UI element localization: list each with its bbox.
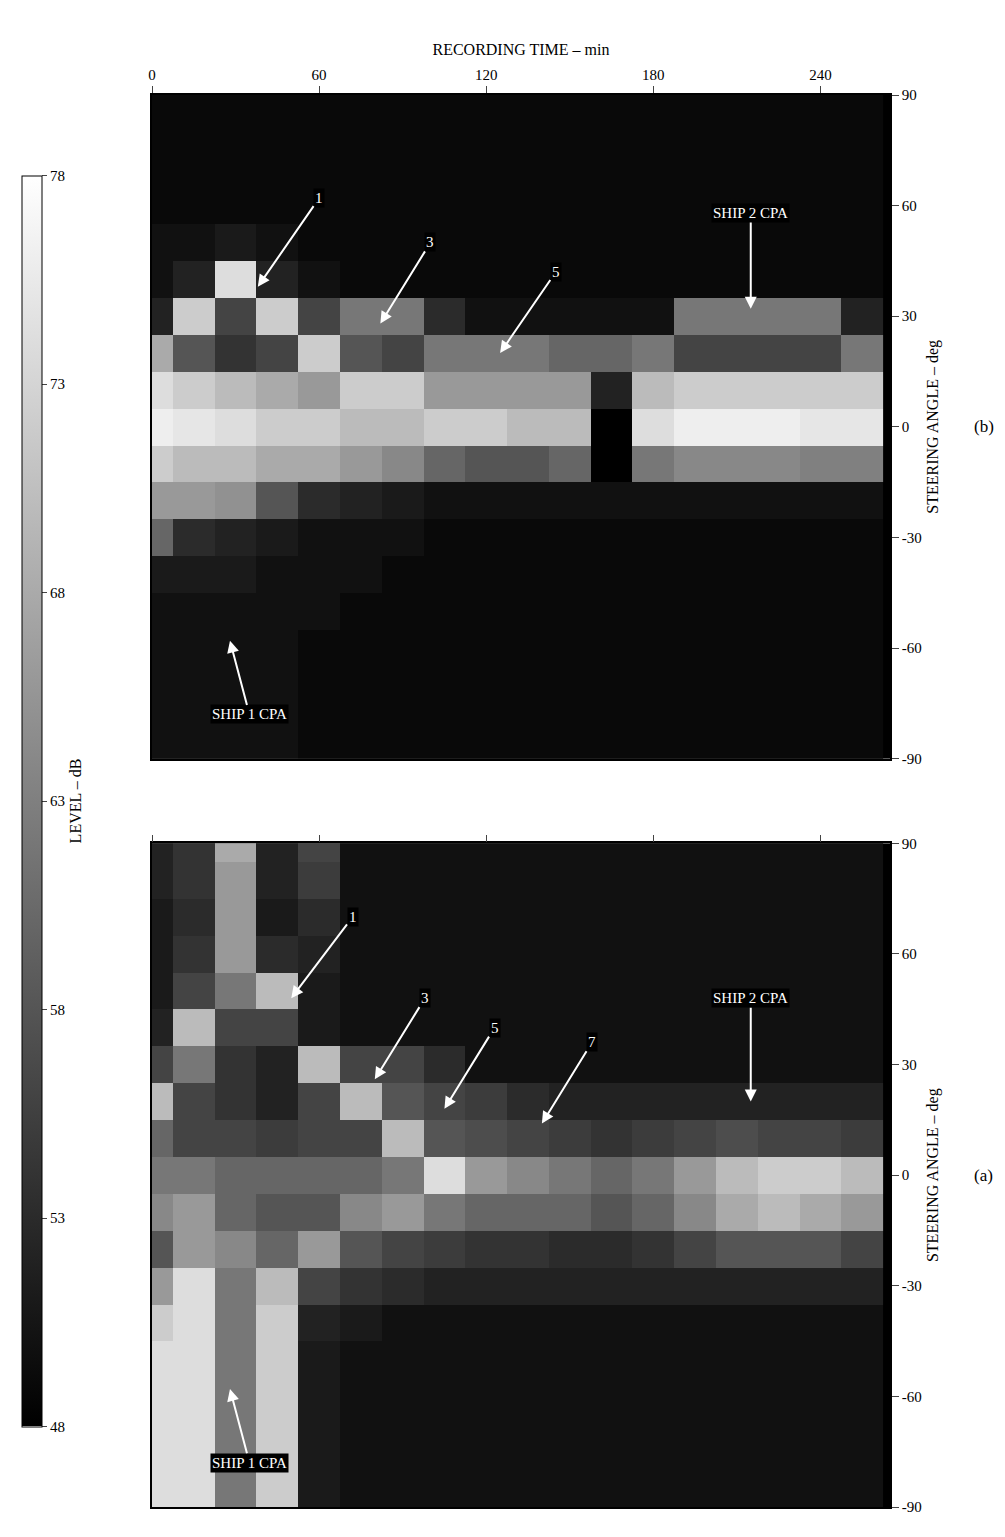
svg-text:7: 7 bbox=[588, 1034, 596, 1050]
svg-text:60: 60 bbox=[312, 67, 327, 83]
svg-text:STEERING ANGLE – deg: STEERING ANGLE – deg bbox=[924, 340, 942, 514]
svg-text:(b): (b) bbox=[974, 417, 994, 436]
svg-text:RECORDING TIME – min: RECORDING TIME – min bbox=[432, 41, 609, 58]
svg-text:SHIP 2 CPA: SHIP 2 CPA bbox=[713, 990, 788, 1006]
svg-text:73: 73 bbox=[50, 376, 65, 392]
svg-text:1: 1 bbox=[315, 190, 323, 206]
svg-text:(a): (a) bbox=[974, 1166, 993, 1185]
svg-text:0: 0 bbox=[902, 419, 910, 435]
svg-text:STEERING ANGLE – deg: STEERING ANGLE – deg bbox=[924, 1088, 942, 1262]
svg-text:48: 48 bbox=[50, 1419, 65, 1435]
svg-text:30: 30 bbox=[902, 308, 917, 324]
svg-text:120: 120 bbox=[475, 67, 498, 83]
svg-text:-60: -60 bbox=[902, 1389, 922, 1405]
svg-text:30: 30 bbox=[902, 1057, 917, 1073]
svg-text:63: 63 bbox=[50, 793, 65, 809]
svg-text:90: 90 bbox=[902, 87, 917, 103]
svg-text:5: 5 bbox=[552, 264, 560, 280]
svg-text:SHIP 2 CPA: SHIP 2 CPA bbox=[713, 205, 788, 221]
svg-text:LEVEL – dB: LEVEL – dB bbox=[67, 759, 84, 844]
svg-text:SHIP 1 CPA: SHIP 1 CPA bbox=[212, 706, 287, 722]
svg-text:3: 3 bbox=[421, 990, 429, 1006]
svg-text:180: 180 bbox=[642, 67, 665, 83]
svg-text:-30: -30 bbox=[902, 530, 922, 546]
svg-text:53: 53 bbox=[50, 1210, 65, 1226]
svg-text:78: 78 bbox=[50, 168, 65, 184]
svg-text:-90: -90 bbox=[902, 751, 922, 767]
svg-text:60: 60 bbox=[902, 198, 917, 214]
svg-text:-60: -60 bbox=[902, 640, 922, 656]
svg-text:1: 1 bbox=[349, 909, 357, 925]
svg-text:0: 0 bbox=[902, 1167, 910, 1183]
svg-text:SHIP 1 CPA: SHIP 1 CPA bbox=[212, 1455, 287, 1471]
svg-text:0: 0 bbox=[148, 67, 156, 83]
svg-text:58: 58 bbox=[50, 1002, 65, 1018]
svg-text:3: 3 bbox=[426, 234, 434, 250]
svg-text:-30: -30 bbox=[902, 1278, 922, 1294]
svg-text:90: 90 bbox=[902, 836, 917, 852]
svg-text:-90: -90 bbox=[902, 1499, 922, 1515]
svg-text:240: 240 bbox=[809, 67, 832, 83]
svg-text:68: 68 bbox=[50, 585, 65, 601]
svg-text:60: 60 bbox=[902, 946, 917, 962]
svg-text:5: 5 bbox=[491, 1020, 499, 1036]
